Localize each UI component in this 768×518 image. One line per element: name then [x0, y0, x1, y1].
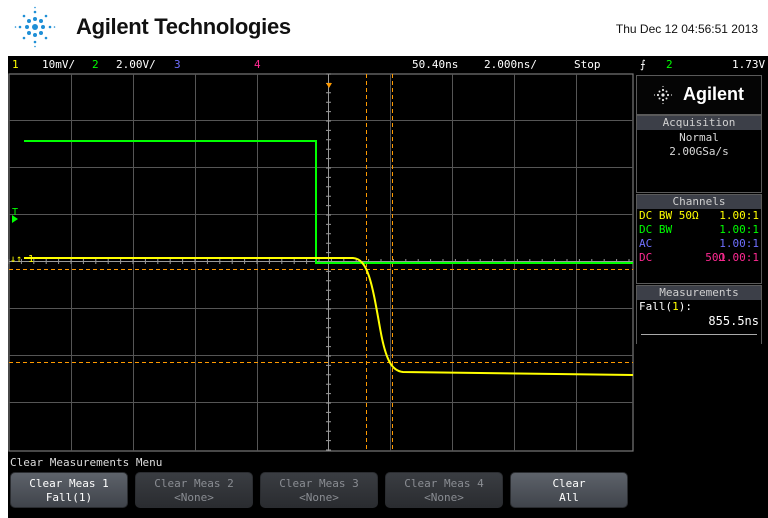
ch2-scale[interactable]: 2.00V/: [116, 58, 156, 71]
softkey-clear-meas-4[interactable]: Clear Meas 4 <None>: [385, 472, 503, 508]
acquisition-mode: Normal: [679, 131, 719, 144]
softkey-1-label: Clear Meas 1: [29, 477, 109, 490]
channel-1-coupling: DC BW 50Ω: [639, 209, 699, 222]
run-state: Stop: [574, 58, 601, 71]
softkey-bar: Clear Meas 1 Fall(1) Clear Meas 2 <None>…: [8, 470, 634, 518]
ch1-waveform: [24, 257, 634, 376]
trigger-position-marker: [326, 83, 332, 88]
channel-1-probe: 1.00:1: [719, 209, 759, 222]
channel-row-1[interactable]: DC BW 50Ω 1.00:1: [637, 209, 761, 223]
softkey-3-sub: <None>: [299, 491, 339, 504]
panel-logo-text: Agilent: [683, 84, 744, 104]
side-panel: Agilent Acquisition Normal 2.00GSa/s Cha…: [636, 75, 768, 455]
waveform-area[interactable]: T ↓↑ 1: [8, 73, 634, 452]
channel-3-coupling: AC: [639, 237, 653, 250]
agilent-spark-logo: [14, 6, 56, 48]
panel-logo: Agilent: [636, 75, 762, 115]
ch1-ground-marker[interactable]: 1: [28, 254, 34, 265]
trigger-source[interactable]: 2: [666, 58, 673, 71]
ch3-number[interactable]: 3: [174, 58, 181, 71]
softkey-4-sub: <None>: [424, 491, 464, 504]
trigger-edge-icon: ⨍: [640, 58, 646, 71]
time-scale[interactable]: 2.000ns/: [484, 58, 537, 71]
measurement-value-row: 855.5ns: [637, 314, 761, 328]
graticule-grid: [9, 74, 633, 451]
measurement-name-prefix: Fall(: [639, 300, 673, 313]
ch1-ground-arrow[interactable]: ↓↑: [10, 254, 22, 265]
channel-3-probe: 1.00:1: [719, 237, 759, 250]
brand-name: Agilent Technologies: [76, 14, 291, 39]
softkey-2-sub: <None>: [174, 491, 214, 504]
channel-2-coupling: DC BW: [639, 223, 673, 236]
measurement-channel: 1: [672, 300, 679, 313]
ch1-scale[interactable]: 10mV/: [42, 58, 76, 71]
scope-screen: 1 10mV/ 2 2.00V/ 3 4 50.40ns 2.000ns/ St…: [8, 56, 768, 518]
softkey-1-sub: Fall(1): [45, 491, 93, 504]
channels-title: Channels: [637, 195, 761, 209]
ch2-number[interactable]: 2: [92, 58, 99, 71]
acquisition-section[interactable]: Acquisition Normal 2.00GSa/s: [636, 115, 762, 193]
trigger-level-marker[interactable]: T: [12, 207, 18, 218]
measurement-name-suffix: ):: [678, 300, 692, 313]
softkey-5-label: Clear: [552, 477, 586, 490]
measurement-underline: [641, 334, 757, 335]
channel-2-probe: 1.00:1: [719, 223, 759, 236]
softkey-clear-all[interactable]: Clear All: [510, 472, 628, 508]
trigger-level-arrow: [12, 215, 18, 223]
softkey-3-label: Clear Meas 3: [279, 477, 359, 490]
graticule: T ↓↑ 1: [8, 73, 634, 452]
time-delay[interactable]: 50.40ns: [412, 58, 459, 71]
channel-4-probe: 1.00:1: [719, 251, 759, 264]
channel-row-3[interactable]: AC 1.00:1: [637, 237, 761, 251]
measurements-section[interactable]: Measurements Fall(1): 855.5ns: [636, 285, 762, 344]
timestamp: Thu Dec 12 04:56:51 2013: [615, 22, 758, 36]
softkey-4-label: Clear Meas 4: [404, 477, 484, 490]
status-bar: 1 10mV/ 2 2.00V/ 3 4 50.40ns 2.000ns/ St…: [8, 56, 768, 73]
channels-section[interactable]: Channels DC BW 50Ω 1.00:1 DC BW 1.00:1 A…: [636, 194, 762, 284]
ch1-number[interactable]: 1: [12, 58, 19, 71]
agilent-spark-icon: [653, 85, 673, 105]
channel-row-4[interactable]: DC 50Ω 1.00:1: [637, 251, 761, 265]
softkey-clear-meas-1[interactable]: Clear Meas 1 Fall(1): [10, 472, 128, 508]
measurement-name: Fall(1):: [637, 300, 761, 314]
ch4-number[interactable]: 4: [254, 58, 261, 71]
ch2-waveform: [24, 140, 633, 264]
softkey-clear-meas-3[interactable]: Clear Meas 3 <None>: [260, 472, 378, 508]
acquisition-rate: 2.00GSa/s: [669, 145, 729, 158]
menu-title: Clear Measurements Menu: [8, 456, 636, 470]
channel-row-2[interactable]: DC BW 1.00:1: [637, 223, 761, 237]
measurement-value: 855.5ns: [708, 314, 759, 328]
channel-4-coupling: DC 50Ω: [639, 251, 726, 264]
softkey-2-label: Clear Meas 2: [154, 477, 234, 490]
softkey-5-sub: All: [559, 491, 579, 504]
measurements-title: Measurements: [637, 286, 761, 300]
trigger-level[interactable]: 1.73V: [732, 58, 766, 71]
brand-bar: Agilent Technologies Thu Dec 12 04:56:51…: [0, 0, 768, 56]
softkey-clear-meas-2[interactable]: Clear Meas 2 <None>: [135, 472, 253, 508]
acquisition-title: Acquisition: [637, 116, 761, 130]
